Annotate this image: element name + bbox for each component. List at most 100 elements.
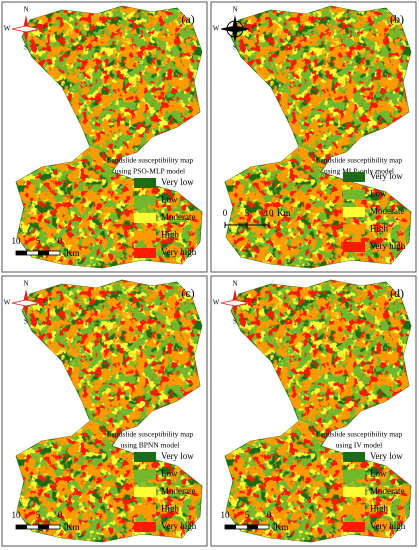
legend-swatch: [134, 248, 156, 258]
panel-label: (d): [390, 286, 404, 300]
legend-label: Low: [370, 189, 387, 199]
compass-letter: W: [213, 299, 220, 307]
legend-label: Very high: [370, 241, 406, 251]
scale-tick-label: 10: [265, 208, 275, 218]
scale-bar: [38, 525, 49, 529]
scale-tick-label: 0: [58, 510, 63, 520]
legend-swatch: [343, 504, 365, 515]
scale-tick-label: 0: [58, 236, 63, 246]
compass-letter: N: [23, 280, 28, 288]
compass-letter: N: [232, 6, 237, 14]
legend-swatch: [134, 487, 156, 497]
map-title: using IV model: [336, 441, 383, 450]
compass-needle: [11, 299, 41, 307]
legend-swatch: [134, 452, 156, 462]
compass-letter: E: [252, 299, 256, 307]
compass: N S E W: [4, 6, 47, 52]
legend-label: Very low: [161, 177, 194, 187]
legend-swatch: [134, 504, 156, 515]
map-panel: (d) N S E W Landslide susceptibility map using…: [210, 275, 417, 547]
scale-bar: [16, 251, 27, 255]
compass-letter: W: [213, 25, 220, 33]
scale-tick-label: 10: [12, 510, 22, 520]
map-texture: [225, 6, 411, 268]
scale-unit: Km: [66, 248, 80, 258]
map-title: using PSO-MLP model: [115, 167, 185, 176]
legend-swatch: [134, 213, 156, 223]
scale-unit: Km: [66, 522, 80, 532]
legend-label: High: [370, 224, 389, 234]
compass-letter: S: [24, 44, 28, 52]
scale-tick-label: 5: [245, 510, 250, 520]
scale-unit: Km: [275, 522, 289, 532]
legend-swatch: [134, 522, 156, 532]
map-title: Landslide susceptibility map: [107, 430, 193, 439]
scale-tick-label: 5: [36, 510, 41, 520]
scale-tick-label: 5: [36, 236, 41, 246]
legend-label: Moderate: [161, 212, 195, 222]
map-title: Landslide susceptibility map: [316, 430, 402, 439]
compass-letter: E: [43, 25, 47, 33]
legend-label: Moderate: [370, 486, 404, 496]
compass-letter: E: [43, 299, 47, 307]
legend-label: High: [161, 230, 180, 240]
compass-letter: S: [233, 44, 237, 52]
compass: N S E W: [4, 280, 47, 326]
scale-unit: Km: [277, 208, 291, 218]
compass-letter: W: [4, 25, 11, 33]
map-title: using MLP-only model: [324, 167, 394, 176]
legend-swatch: [343, 242, 365, 252]
scale-tick-label: 10: [12, 236, 22, 246]
legend-label: Low: [161, 195, 178, 205]
legend-swatch: [134, 469, 156, 480]
legend-label: Moderate: [370, 206, 404, 216]
scale-bar: [38, 251, 49, 255]
compass-letter: N: [232, 280, 237, 288]
legend-swatch: [343, 172, 365, 182]
map-panel: (b) N S E W Landslide susceptibility map using…: [210, 1, 417, 273]
map-title: using BPNN model: [121, 441, 180, 450]
map-title: Landslide susceptibility map: [316, 156, 402, 165]
legend-label: Very high: [161, 247, 197, 257]
scale-tick-label: 10: [221, 510, 231, 520]
legend-swatch: [343, 487, 365, 497]
legend-label: High: [161, 504, 180, 514]
compass-letter: E: [252, 25, 256, 33]
legend-swatch: [343, 207, 365, 217]
legend-swatch: [343, 452, 365, 462]
compass-letter: W: [4, 299, 11, 307]
map-title: Landslide susceptibility map: [107, 156, 193, 165]
compass: N S E W: [213, 280, 256, 326]
panel-label: (a): [181, 12, 194, 26]
scale-bar: [16, 525, 27, 529]
legend-label: Very high: [370, 521, 406, 531]
legend-swatch: [343, 189, 365, 200]
legend-label: Very low: [370, 451, 403, 461]
legend-label: High: [370, 504, 389, 514]
susceptibility-map: [224, 5, 412, 269]
compass-ring: [226, 20, 244, 38]
compass-letter: S: [24, 318, 28, 326]
legend-label: Low: [161, 469, 178, 479]
compass-needle: [11, 25, 41, 33]
compass: N S E W: [213, 6, 256, 52]
scale-tick-label: 0: [223, 208, 228, 218]
map-panel: (a) N S E W Landslide susceptibility map using…: [1, 1, 208, 273]
legend-swatch: [134, 195, 156, 206]
legend-swatch: [134, 178, 156, 188]
compass-letter: N: [23, 6, 28, 14]
scale-bar: [247, 525, 258, 529]
legend-swatch: [343, 469, 365, 480]
legend-label: Very low: [161, 451, 194, 461]
legend-swatch: [343, 224, 365, 235]
compass-needle: [220, 299, 250, 307]
panel-label: (c): [181, 286, 194, 300]
legend-label: Very high: [161, 521, 197, 531]
legend-swatch: [134, 230, 156, 241]
legend-label: Very low: [370, 171, 403, 181]
legend-label: Moderate: [161, 486, 195, 496]
scale-tick-label: 0: [267, 510, 272, 520]
scale-bar: [225, 525, 236, 529]
compass-needle: [220, 25, 250, 33]
